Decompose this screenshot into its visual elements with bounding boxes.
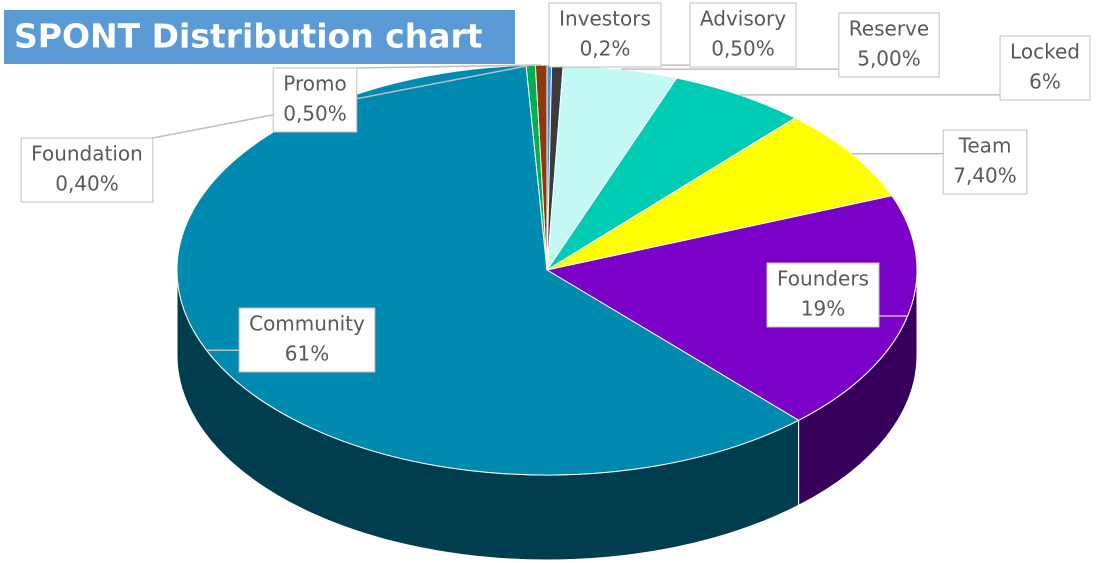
label-value: 7,40%	[953, 164, 1017, 188]
label-value: 5,00%	[857, 47, 921, 71]
data-label: Community 61%	[238, 307, 376, 373]
label-value: 61%	[285, 342, 329, 366]
label-name: Community	[249, 312, 365, 336]
labels: Investors 0,2% Advisory 0,50% Reserve 5,00% Lo…	[20, 2, 1091, 373]
label-value: 0,40%	[55, 172, 119, 196]
label-box	[238, 307, 376, 373]
label-box	[999, 35, 1091, 101]
label-name: Foundation	[31, 142, 143, 166]
pie-tops	[176, 64, 918, 476]
data-label: Reserve 5,00%	[838, 12, 940, 78]
label-name: Advisory	[700, 7, 786, 31]
label-box	[942, 129, 1028, 195]
pie-slice	[546, 77, 797, 271]
title-box	[4, 10, 515, 64]
label-value: 0,50%	[283, 102, 347, 126]
data-label: Investors 0,2%	[548, 2, 662, 68]
data-label: Locked 6%	[999, 35, 1091, 101]
data-label: Foundation 0,40%	[20, 137, 154, 203]
label-value: 19%	[801, 297, 845, 321]
label-name: Team	[958, 134, 1012, 158]
data-label: Advisory 0,50%	[689, 2, 797, 68]
label-name: Investors	[559, 7, 651, 31]
label-box	[548, 2, 662, 68]
data-label: Promo 0,50%	[272, 67, 358, 133]
label-name: Reserve	[849, 17, 929, 41]
label-value: 0,50%	[711, 37, 775, 61]
label-value: 0,2%	[580, 37, 631, 61]
label-box	[272, 67, 358, 133]
label-box	[838, 12, 940, 78]
label-name: Promo	[283, 72, 346, 96]
data-label: Team 7,40%	[942, 129, 1028, 195]
label-name: Founders	[777, 267, 869, 291]
label-box	[766, 262, 880, 328]
data-label: Founders 19%	[766, 262, 880, 328]
pie-slice	[546, 117, 893, 271]
label-name: Locked	[1010, 40, 1080, 64]
chart-title: SPONT Distribution chart	[14, 17, 483, 56]
label-box	[689, 2, 797, 68]
label-value: 6%	[1029, 70, 1061, 94]
label-box	[20, 137, 154, 203]
leader-line	[356, 64, 542, 69]
